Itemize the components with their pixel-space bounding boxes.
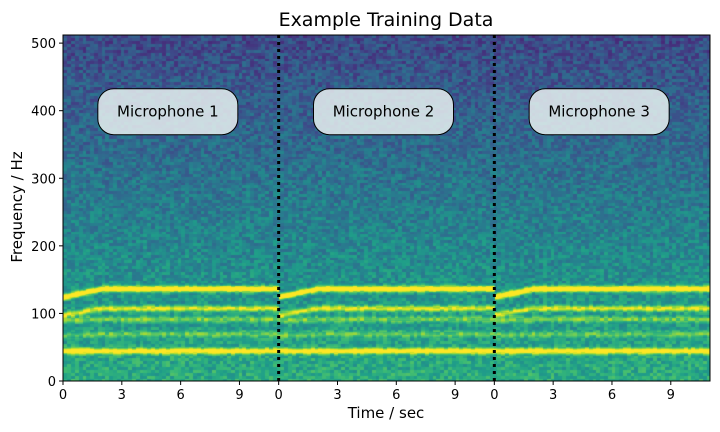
x-tick-label: 3 — [333, 388, 341, 403]
y-tick-label: 300 — [31, 172, 56, 187]
microphone-label-box — [528, 88, 670, 136]
y-tick-label: 400 — [31, 105, 56, 120]
y-tick-label: 500 — [31, 37, 56, 52]
microphone-labels: Microphone 1 Microphone 2 Microphone 3 — [97, 88, 670, 136]
microphone-label-box — [313, 88, 454, 136]
x-tick-label: 0 — [490, 388, 498, 403]
plot-frame — [62, 34, 711, 382]
x-tick-label: 6 — [392, 388, 400, 403]
spectrogram-image — [63, 35, 710, 381]
y-tick-label: 200 — [31, 240, 56, 255]
microphone-label: Microphone 3 — [548, 103, 650, 121]
x-tick-label: 3 — [118, 388, 126, 403]
chart-title: Example Training Data — [279, 9, 494, 31]
x-axis-label: Time / sec — [347, 404, 425, 422]
segment-separators — [277, 35, 496, 381]
x-tick-label: 0 — [59, 388, 67, 403]
spectrogram-heatmap — [63, 35, 710, 381]
x-tick-label: 3 — [549, 388, 557, 403]
x-tick-label: 0 — [275, 388, 283, 403]
x-tick-label: 6 — [608, 388, 616, 403]
y-axis-label: Frequency / Hz — [8, 151, 26, 262]
x-axis-ticks: 0 3 6 9 0 3 6 9 0 3 6 9 — [59, 381, 675, 403]
x-tick-label: 9 — [667, 388, 675, 403]
y-axis-ticks: 0 100 200 300 400 500 — [31, 37, 63, 390]
microphone-label: Microphone 2 — [333, 103, 435, 121]
x-tick-label: 9 — [235, 388, 243, 403]
microphone-label-box — [97, 88, 239, 136]
x-tick-label: 6 — [176, 388, 184, 403]
microphone-label: Microphone 1 — [117, 103, 219, 121]
y-tick-label: 100 — [31, 307, 56, 322]
y-tick-label: 0 — [48, 375, 56, 390]
x-tick-label: 9 — [451, 388, 459, 403]
